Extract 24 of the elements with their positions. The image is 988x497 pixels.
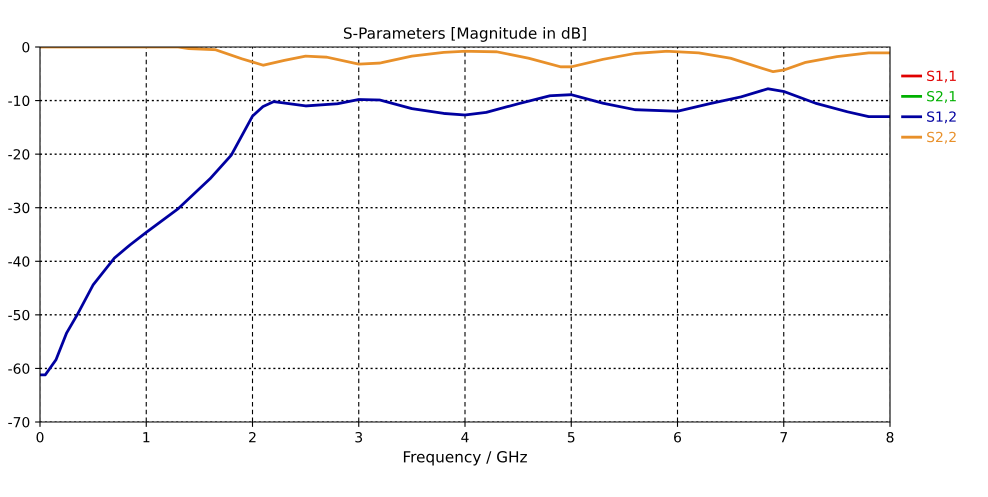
legend-label: S2,1 [927,90,956,103]
legend-label: S1,2 [927,111,956,124]
y-tick-label: -70 [8,416,30,428]
x-tick-label: 6 [674,432,682,442]
x-tick-label: 5 [568,432,574,442]
y-tick-label: -30 [8,202,30,214]
y-tick-label: -60 [8,363,30,374]
y-tick-label: 0 [22,42,30,52]
x-axis-title: Frequency / GHz [404,450,527,466]
x-tick-label: 4 [461,432,469,442]
legend-label: S2,2 [927,132,956,144]
x-tick-label: 8 [886,432,894,442]
y-tick-label: -50 [8,310,30,320]
x-tick-label: 0 [36,432,44,442]
y-tick-label: -20 [8,149,30,160]
x-tick-label: 1 [143,432,150,442]
line-series [40,87,890,376]
legend-label: S1,1 [927,70,956,82]
y-tick-label: -10 [8,96,30,106]
x-tick-label: 7 [780,432,787,442]
x-tick-label: 2 [249,432,256,442]
x-tick-label: 3 [355,432,362,442]
y-tick-label: -40 [8,256,30,267]
chart-title: S-Parameters [Magnitude in dB] [344,27,586,42]
